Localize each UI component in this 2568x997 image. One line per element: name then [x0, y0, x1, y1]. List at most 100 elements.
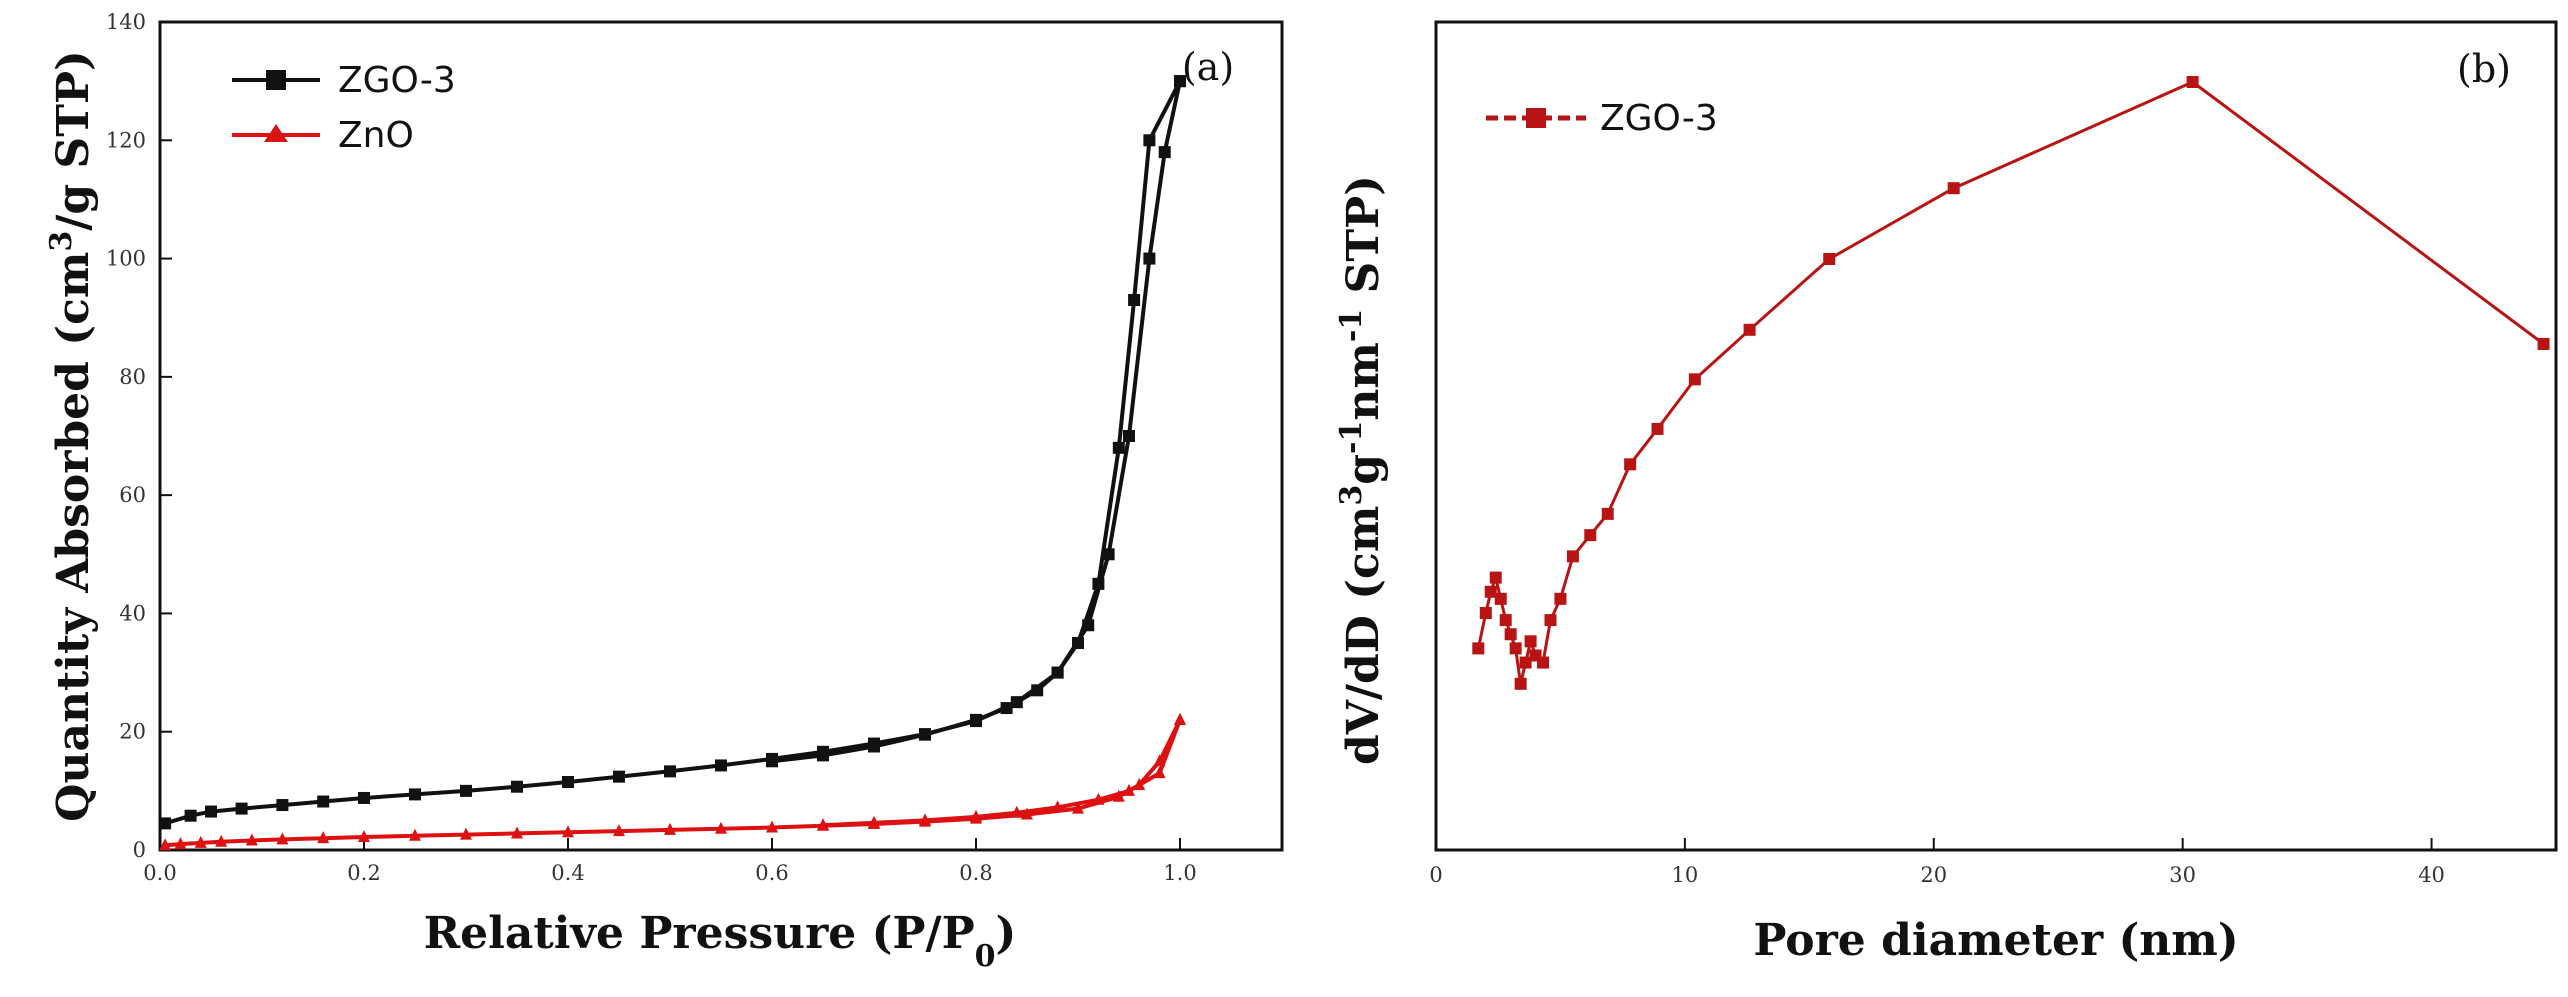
data-point-zgo3-pore: [1494, 592, 1507, 605]
data-point-zno-adsorption: [174, 837, 187, 850]
data-point-zgo3-pore: [1554, 592, 1567, 605]
series-line-zno-adsorption: [164, 719, 1182, 848]
data-point-zno-adsorption: [317, 831, 330, 844]
data-point-zgo3-desorption: [1128, 293, 1141, 306]
legend-label-zgo3-b: ZGO-3: [1600, 98, 1718, 139]
x-tick-label: 0.4: [551, 861, 584, 885]
y-tick-label: 120: [106, 128, 146, 152]
data-point-zno-desorption: [1123, 783, 1135, 796]
panel-a-plot-frame: [158, 20, 1284, 852]
panel-a-legend: ZGO-3 ZnO: [232, 60, 456, 156]
x-tick-label: 20: [1920, 863, 1947, 887]
data-point-zno-desorption: [1010, 805, 1023, 818]
panel-a-y-axis-title: Quantity Absorbed (cm3/g STP): [44, 50, 100, 822]
data-point-zgo3-adsorption: [276, 799, 289, 812]
data-point-zno-adsorption: [194, 835, 207, 848]
panel-b-ticks: 0 10 20 30 40: [1429, 838, 2445, 887]
data-point-zgo3-pore: [1484, 585, 1497, 598]
data-point-zgo3-pore: [1472, 642, 1485, 655]
data-point-zgo3-pore: [2537, 337, 2550, 350]
y-tick-label: 140: [106, 10, 146, 34]
panel-a-ticks: 0.0 0.2 0.4 0.6 0.8 1.0 0 20 40 60 80 100 120 140: [106, 10, 1197, 885]
data-point-zgo3-pore: [1584, 529, 1597, 542]
data-point-zgo3-pore: [1519, 656, 1532, 669]
panel-b-series: [1472, 76, 2550, 690]
data-point-zgo3-adsorption: [715, 759, 727, 772]
data-point-zgo3-adsorption: [358, 791, 370, 804]
data-point-zgo3-desorption: [1143, 134, 1156, 147]
x-tick-label: 0: [1429, 863, 1442, 887]
data-point-zno-adsorption: [358, 829, 370, 842]
data-point-zgo3-desorption: [970, 713, 982, 726]
data-point-zgo3-adsorption: [562, 775, 574, 788]
data-point-zgo3-adsorption: [184, 809, 197, 822]
x-tick-label: 0.2: [347, 861, 380, 885]
panel-a-series: [159, 75, 1186, 851]
x-tick-label: 0.6: [755, 861, 788, 885]
data-point-zgo3-adsorption: [317, 795, 330, 808]
data-point-zgo3-desorption: [1072, 637, 1084, 649]
x-tick-label: 40: [2418, 863, 2445, 887]
data-point-zgo3-pore: [1479, 607, 1492, 619]
legend-marker-zgo3: [266, 70, 286, 90]
panel-a-isotherm-chart: 0.0 0.2 0.4 0.6 0.8 1.0 0 20 40 60 80 100 120 140 (a)…: [44, 10, 1284, 974]
data-point-zgo3-pore: [1489, 571, 1502, 584]
data-point-zgo3-adsorption: [460, 784, 472, 797]
data-point-zgo3-desorption: [1174, 75, 1186, 88]
data-point-zgo3-adsorption: [1102, 548, 1115, 561]
data-point-zgo3-desorption: [1051, 666, 1064, 679]
x-tick-label: 0.0: [143, 861, 176, 885]
legend-label-zno: ZnO: [338, 115, 414, 156]
data-point-zgo3-adsorption: [511, 780, 523, 793]
data-point-zno-adsorption: [409, 828, 421, 841]
data-point-zgo3-pore: [1537, 656, 1550, 669]
data-point-zgo3-adsorption: [159, 817, 172, 830]
data-point-zgo3-pore: [1823, 253, 1836, 265]
data-point-zno-adsorption: [613, 824, 625, 837]
data-point-zgo3-desorption: [1112, 441, 1125, 454]
x-tick-label: 10: [1672, 863, 1699, 887]
y-tick-label: 60: [119, 483, 146, 507]
y-tick-label: 40: [119, 601, 146, 625]
data-point-zgo3-pore: [1624, 458, 1637, 471]
x-tick-label: 1.0: [1163, 861, 1196, 885]
legend-marker-zno: [264, 124, 288, 142]
data-point-zno-desorption: [1174, 712, 1186, 725]
data-point-zgo3-adsorption: [1158, 146, 1171, 159]
data-point-zgo3-adsorption: [1143, 252, 1156, 265]
data-point-zgo3-pore: [1509, 642, 1522, 655]
legend-label-zgo3: ZGO-3: [338, 60, 456, 101]
data-point-zgo3-desorption: [1092, 577, 1105, 590]
data-point-zgo3-adsorption: [205, 805, 217, 818]
legend-marker-zgo3-b: [1526, 108, 1546, 128]
data-point-zno-desorption: [1092, 792, 1105, 805]
data-point-zgo3-pore: [1688, 373, 1701, 386]
y-tick-label: 20: [119, 720, 146, 744]
panel-a-x-axis-title: Relative Pressure (P/P0): [424, 908, 1017, 974]
data-point-zgo3-adsorption: [664, 765, 676, 778]
data-point-zgo3-desorption: [766, 755, 778, 768]
data-point-zno-adsorption: [1021, 807, 1033, 820]
data-point-zgo3-desorption: [919, 728, 931, 741]
data-point-zgo3-adsorption: [409, 788, 421, 801]
data-point-zno-adsorption: [460, 827, 472, 840]
x-tick-label: 0.8: [959, 861, 992, 885]
panel-b-pore-size-chart: 0 10 20 30 40 (b) ZGO-3 Pore diameter (nm) d…: [1334, 20, 2558, 966]
data-point-zgo3-adsorption: [235, 802, 248, 815]
y-tick-label: 80: [119, 365, 146, 389]
panel-b-y-axis-title: dV/dD (cm3g-1nm-1 STP): [1334, 175, 1390, 765]
data-point-zno-adsorption: [562, 825, 574, 838]
data-point-zno-adsorption: [215, 834, 228, 847]
data-point-zno-adsorption: [766, 820, 778, 833]
data-point-zgo3-desorption: [1000, 702, 1013, 715]
data-point-zno-adsorption: [664, 822, 676, 835]
data-point-zno-adsorption: [159, 838, 172, 851]
panel-b-label: (b): [2457, 47, 2511, 91]
data-point-zno-adsorption: [245, 833, 258, 846]
panel-a-label: (a): [1182, 45, 1234, 89]
data-point-zgo3-pore: [1504, 628, 1517, 641]
data-point-zno-adsorption: [1072, 801, 1084, 814]
y-tick-label: 100: [106, 247, 146, 271]
data-point-zno-desorption: [1153, 766, 1166, 779]
series-line-zgo3-desorption: [771, 80, 1182, 764]
